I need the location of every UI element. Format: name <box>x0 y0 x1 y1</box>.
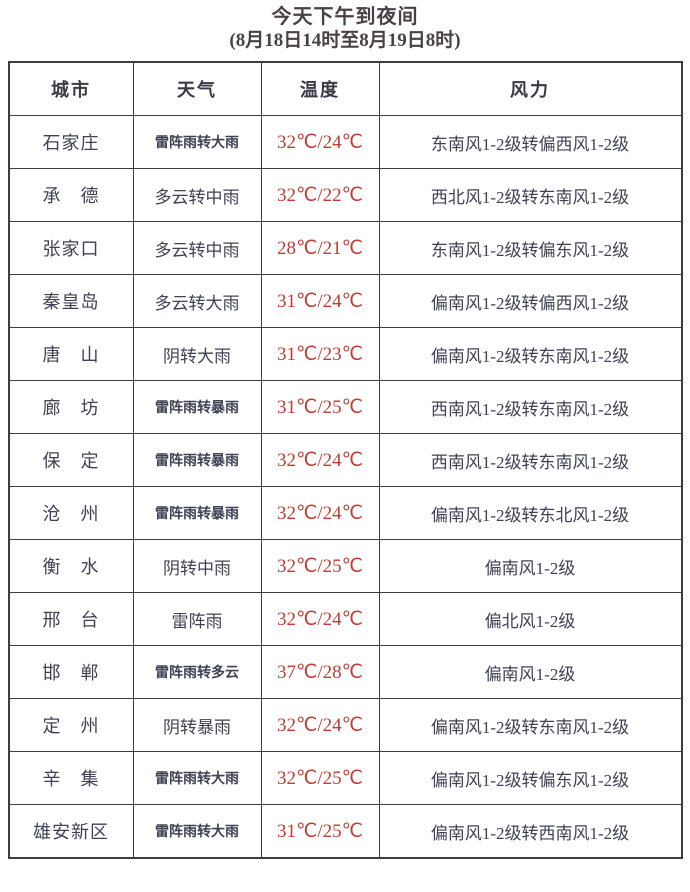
city-cell: 张家口 <box>8 221 134 275</box>
wind-cell: 偏北风1-2级 <box>378 592 682 646</box>
city-cell: 沧 州 <box>8 486 134 540</box>
weather-cell: 雷阵雨转暴雨 <box>132 486 262 540</box>
weather-cell: 雷阵雨 <box>132 592 262 646</box>
weather-forecast-table: 城市 天气 温度 风力 石家庄 雷阵雨转大雨 32℃/24℃ 东南风1-2级转偏… <box>7 61 683 859</box>
city-cell: 唐 山 <box>8 327 134 381</box>
city-cell: 邢 台 <box>8 592 134 646</box>
temperature-cell: 31℃/25℃ <box>260 804 380 859</box>
column-header-city: 城市 <box>8 61 134 116</box>
temperature-cell: 32℃/25℃ <box>260 751 380 805</box>
page-title: 今天下午到夜间 <box>271 6 419 28</box>
weather-cell: 雷阵雨转大雨 <box>132 751 262 805</box>
weather-cell: 雷阵雨转暴雨 <box>132 380 262 434</box>
weather-cell: 雷阵雨转大雨 <box>132 804 262 859</box>
city-cell: 保 定 <box>8 433 134 487</box>
wind-cell: 偏南风1-2级转西南风1-2级 <box>378 804 682 859</box>
temperature-cell: 31℃/25℃ <box>260 380 380 434</box>
city-cell: 承 德 <box>8 168 134 222</box>
city-cell: 定 州 <box>8 698 134 752</box>
temperature-cell: 31℃/23℃ <box>260 327 380 381</box>
table-body: 石家庄 雷阵雨转大雨 32℃/24℃ 东南风1-2级转偏西风1-2级 承 德 多… <box>8 115 682 859</box>
city-cell: 石家庄 <box>8 115 134 169</box>
temperature-cell: 32℃/24℃ <box>260 486 380 540</box>
temperature-cell: 37℃/28℃ <box>260 645 380 699</box>
table-row: 唐 山 阴转大雨 31℃/23℃ 偏南风1-2级转东南风1-2级 <box>8 327 682 381</box>
page-subtitle: (8月18日14时至8月19日8时) <box>229 30 461 51</box>
column-header-temperature: 温度 <box>260 61 380 116</box>
wind-cell: 东南风1-2级转偏西风1-2级 <box>378 115 682 169</box>
table-row: 辛 集 雷阵雨转大雨 32℃/25℃ 偏南风1-2级转偏东风1-2级 <box>8 751 682 805</box>
city-cell: 廊 坊 <box>8 380 134 434</box>
weather-cell: 多云转中雨 <box>132 168 262 222</box>
wind-cell: 东南风1-2级转偏东风1-2级 <box>378 221 682 275</box>
table-row: 秦皇岛 多云转大雨 31℃/24℃ 偏南风1-2级转偏西风1-2级 <box>8 274 682 328</box>
city-cell: 秦皇岛 <box>8 274 134 328</box>
wind-cell: 西北风1-2级转东南风1-2级 <box>378 168 682 222</box>
temperature-cell: 32℃/25℃ <box>260 539 380 593</box>
weather-cell: 阴转中雨 <box>132 539 262 593</box>
wind-cell: 偏南风1-2级 <box>378 539 682 593</box>
city-cell: 辛 集 <box>8 751 134 805</box>
wind-cell: 偏南风1-2级转东北风1-2级 <box>378 486 682 540</box>
weather-cell: 多云转中雨 <box>132 221 262 275</box>
city-cell: 衡 水 <box>8 539 134 593</box>
wind-cell: 西南风1-2级转东南风1-2级 <box>378 433 682 487</box>
wind-cell: 偏南风1-2级转偏东风1-2级 <box>378 751 682 805</box>
table-row: 雄安新区 雷阵雨转大雨 31℃/25℃ 偏南风1-2级转西南风1-2级 <box>8 804 682 859</box>
weather-cell: 雷阵雨转大雨 <box>132 115 262 169</box>
wind-cell: 偏南风1-2级转东南风1-2级 <box>378 327 682 381</box>
column-header-wind: 风力 <box>378 61 682 116</box>
wind-cell: 偏南风1-2级转偏西风1-2级 <box>378 274 682 328</box>
table-row: 廊 坊 雷阵雨转暴雨 31℃/25℃ 西南风1-2级转东南风1-2级 <box>8 380 682 434</box>
table-row: 承 德 多云转中雨 32℃/22℃ 西北风1-2级转东南风1-2级 <box>8 168 682 222</box>
weather-cell: 阴转暴雨 <box>132 698 262 752</box>
weather-cell: 雷阵雨转多云 <box>132 645 262 699</box>
table-row: 邯 郸 雷阵雨转多云 37℃/28℃ 偏南风1-2级 <box>8 645 682 699</box>
wind-cell: 偏南风1-2级转东南风1-2级 <box>378 698 682 752</box>
table-row: 石家庄 雷阵雨转大雨 32℃/24℃ 东南风1-2级转偏西风1-2级 <box>8 115 682 169</box>
table-row: 衡 水 阴转中雨 32℃/25℃ 偏南风1-2级 <box>8 539 682 593</box>
wind-cell: 偏南风1-2级 <box>378 645 682 699</box>
column-header-weather: 天气 <box>132 61 262 116</box>
weather-cell: 阴转大雨 <box>132 327 262 381</box>
temperature-cell: 32℃/24℃ <box>260 433 380 487</box>
header-row: 城市 天气 温度 风力 <box>8 61 682 116</box>
table-row: 沧 州 雷阵雨转暴雨 32℃/24℃ 偏南风1-2级转东北风1-2级 <box>8 486 682 540</box>
weather-cell: 雷阵雨转暴雨 <box>132 433 262 487</box>
table-row: 保 定 雷阵雨转暴雨 32℃/24℃ 西南风1-2级转东南风1-2级 <box>8 433 682 487</box>
weather-cell: 多云转大雨 <box>132 274 262 328</box>
temperature-cell: 32℃/24℃ <box>260 115 380 169</box>
city-cell: 邯 郸 <box>8 645 134 699</box>
table-row: 邢 台 雷阵雨 32℃/24℃ 偏北风1-2级 <box>8 592 682 646</box>
temperature-cell: 31℃/24℃ <box>260 274 380 328</box>
temperature-cell: 32℃/24℃ <box>260 592 380 646</box>
wind-cell: 西南风1-2级转东南风1-2级 <box>378 380 682 434</box>
temperature-cell: 32℃/22℃ <box>260 168 380 222</box>
temperature-cell: 28℃/21℃ <box>260 221 380 275</box>
table-row: 定 州 阴转暴雨 32℃/24℃ 偏南风1-2级转东南风1-2级 <box>8 698 682 752</box>
city-cell: 雄安新区 <box>8 804 134 859</box>
temperature-cell: 32℃/24℃ <box>260 698 380 752</box>
table-row: 张家口 多云转中雨 28℃/21℃ 东南风1-2级转偏东风1-2级 <box>8 221 682 275</box>
